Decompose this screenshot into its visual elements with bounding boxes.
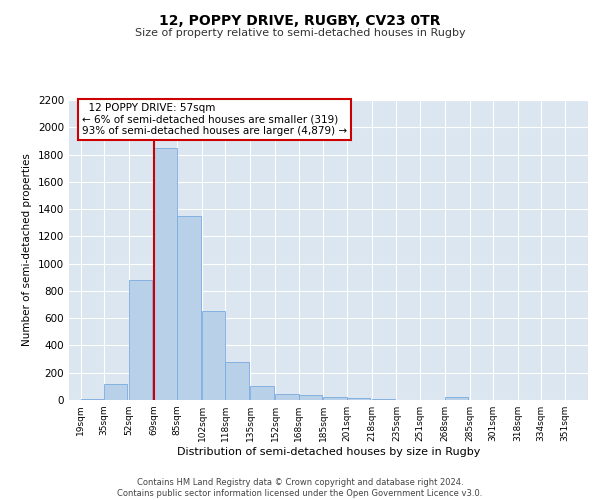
- Text: Contains HM Land Registry data © Crown copyright and database right 2024.
Contai: Contains HM Land Registry data © Crown c…: [118, 478, 482, 498]
- Bar: [323, 398, 347, 400]
- Bar: [275, 394, 299, 400]
- Bar: [154, 148, 177, 400]
- Bar: [177, 216, 200, 400]
- Bar: [104, 384, 127, 400]
- Y-axis label: Number of semi-detached properties: Number of semi-detached properties: [22, 154, 32, 346]
- Bar: [226, 362, 249, 400]
- Text: Size of property relative to semi-detached houses in Rugby: Size of property relative to semi-detach…: [134, 28, 466, 38]
- Bar: [299, 395, 322, 400]
- X-axis label: Distribution of semi-detached houses by size in Rugby: Distribution of semi-detached houses by …: [177, 447, 480, 457]
- Text: 12 POPPY DRIVE: 57sqm
← 6% of semi-detached houses are smaller (319)
93% of semi: 12 POPPY DRIVE: 57sqm ← 6% of semi-detac…: [82, 102, 347, 136]
- Bar: [250, 386, 274, 400]
- Bar: [129, 280, 152, 400]
- Bar: [347, 398, 370, 400]
- Text: 12, POPPY DRIVE, RUGBY, CV23 0TR: 12, POPPY DRIVE, RUGBY, CV23 0TR: [159, 14, 441, 28]
- Bar: [445, 398, 468, 400]
- Bar: [202, 312, 226, 400]
